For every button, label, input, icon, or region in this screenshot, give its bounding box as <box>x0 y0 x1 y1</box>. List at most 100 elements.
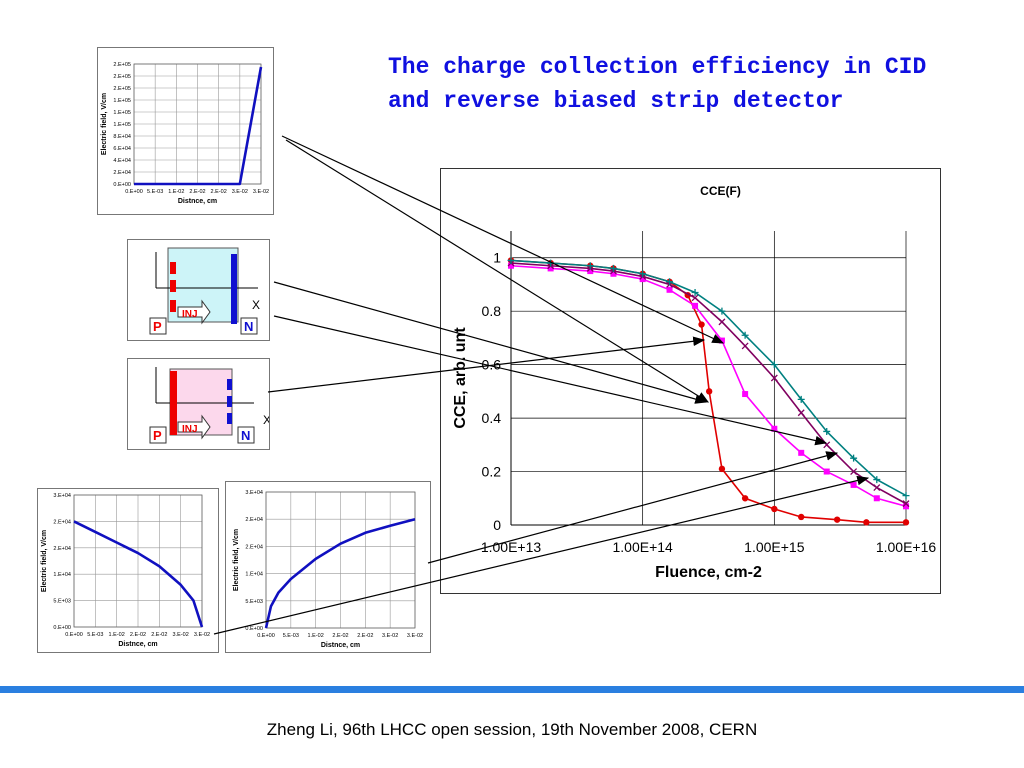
y-tick-label: 2.E+05 <box>113 86 131 92</box>
y-tick-label: 6.E+04 <box>113 146 131 152</box>
x-tick-label: 3.E-02 <box>232 189 248 195</box>
data-point <box>770 374 778 382</box>
x-tick-label: 0.E+00 <box>125 189 143 195</box>
data-point <box>718 307 726 315</box>
data-point <box>741 331 749 339</box>
data-point <box>691 288 699 296</box>
data-point <box>873 484 881 492</box>
x-tick-label: 1.00E+14 <box>612 539 673 555</box>
y-tick-label: 0.4 <box>482 410 502 426</box>
n-strip <box>227 396 232 407</box>
diagram-axis-label: X <box>263 413 269 427</box>
data-point <box>698 321 705 328</box>
data-point <box>547 265 554 272</box>
y-tick-label: 1.E+04 <box>245 572 263 578</box>
x-tick-label: 2.E-02 <box>211 189 227 195</box>
y-tick-label: 1 <box>493 250 501 266</box>
chart-title: CCE(F) <box>700 184 741 198</box>
p-label: P <box>153 319 162 334</box>
y-axis-title: Electric field, V/cm <box>41 530 48 592</box>
data-point <box>771 425 778 432</box>
data-point <box>770 361 778 369</box>
data-point <box>666 286 673 293</box>
x-tick-label: 3.E-02 <box>194 632 210 638</box>
data-point <box>798 449 805 456</box>
x-tick-label: 1.00E+13 <box>481 539 542 555</box>
x-axis-title: Distnce, cm <box>178 198 217 205</box>
diagram-strip-svg: INJ X P N <box>149 247 260 335</box>
n-label-box <box>237 426 255 444</box>
y-tick-label: 2.E+04 <box>53 519 71 525</box>
x-tick-label: 3.E-02 <box>407 633 423 639</box>
arrow-diagram-strip <box>273 281 708 404</box>
x-tick-label: 1.E-02 <box>109 632 125 638</box>
data-point <box>741 342 749 350</box>
n-label: N <box>244 319 253 334</box>
y-tick-label: 0.6 <box>482 357 502 373</box>
title-line-2: and reverse biased strip detector <box>388 88 844 114</box>
y-axis-title: CCE, arb. unt <box>452 327 469 429</box>
data-point <box>666 278 674 286</box>
y-tick-label: 2.E+04 <box>113 170 131 176</box>
x-axis-title: Fluence, cm-2 <box>655 564 762 581</box>
data-point <box>718 318 726 326</box>
inj-arrow-icon <box>177 299 211 325</box>
data-point <box>639 270 647 278</box>
x-tick-label: 2.E-02 <box>332 633 348 639</box>
x-tick-label: 2.E-02 <box>189 189 205 195</box>
data-point <box>798 513 805 521</box>
y-tick-label: 0.E+00 <box>245 626 263 632</box>
data-point <box>741 495 749 502</box>
footer-text: Zheng Li, 96th LHCC open session, 19th N… <box>266 720 758 739</box>
plot-area <box>73 494 203 628</box>
n-strip <box>227 413 232 424</box>
data-point <box>691 294 699 302</box>
y-tick-label: 0 <box>493 517 501 533</box>
arrow-efield-br <box>213 475 870 635</box>
x-tick-label: 2.E-02 <box>130 632 146 638</box>
x-tick-label: 3.E-02 <box>253 189 269 195</box>
data-point <box>797 395 805 403</box>
arrow-diagram-strip-2 <box>273 315 828 446</box>
p-strip <box>170 280 176 292</box>
data-point <box>771 505 778 513</box>
data-point <box>742 391 749 398</box>
p-label-box <box>149 317 167 335</box>
x-axis-title: Distnce, cm <box>118 641 157 648</box>
y-tick-label: 1.E+05 <box>113 98 131 104</box>
data-point <box>903 503 909 510</box>
efield-chart-top: 0.E+00 2.E+04 4.E+04 6.E+04 8.E+04 1.E+05 1.E+… <box>97 47 274 215</box>
x-axis-title: Distnce, cm <box>321 642 360 649</box>
y-tick-label: 2.E+04 <box>245 544 263 550</box>
cce-chart-svg: CCE(F) 0 0.2 0.4 0.6 0.8 1 1.00E+13 1.00E+14 1.00… <box>452 184 936 581</box>
y-axis-title: Electric field, V/cm <box>101 93 108 155</box>
efield-chart-top-svg: 0.E+00 2.E+04 4.E+04 6.E+04 8.E+04 1.E+05 1.E+… <box>101 62 269 205</box>
field-line <box>264 517 416 629</box>
data-point <box>902 500 910 508</box>
efield-chart-bottom-right: 0.E+00 5.E+03 1.E+04 2.E+04 2.E+04 3.E+04 0.E+… <box>225 481 431 653</box>
efield-chart-bottom-right-svg: 0.E+00 5.E+03 1.E+04 2.E+04 2.E+04 3.E+04 0.E+… <box>233 490 423 649</box>
data-point <box>587 268 594 275</box>
efield-chart-bottom-left-svg: 0.E+00 5.E+03 1.E+04 2.E+04 2.E+04 3.E+04 0.E+… <box>41 493 210 648</box>
slide-title: The charge collection efficiency in CID … <box>388 50 988 118</box>
n-electrode <box>231 254 237 324</box>
data-point <box>863 519 870 526</box>
y-tick-label: 1.E+04 <box>53 572 71 578</box>
x-tick-label: 2.E-02 <box>357 633 373 639</box>
y-tick-label: 4.E+04 <box>113 158 131 164</box>
data-point <box>823 427 831 435</box>
y-tick-label: 0.8 <box>482 303 502 319</box>
y-tick-label: 5.E+03 <box>53 599 71 605</box>
data-point <box>797 409 805 417</box>
data-point <box>873 476 881 484</box>
data-point <box>873 495 880 502</box>
data-point <box>850 468 858 476</box>
p-label-box <box>149 426 167 444</box>
inj-label: INJ <box>182 424 198 435</box>
y-tick-label: 2.E+05 <box>113 62 131 68</box>
efield-chart-bottom-left: 0.E+00 5.E+03 1.E+04 2.E+04 2.E+04 3.E+04 0.E+… <box>37 488 219 653</box>
inj-label: INJ <box>182 309 198 320</box>
n-label: N <box>241 428 250 443</box>
title-line-1: The charge collection efficiency in CID <box>388 54 927 80</box>
